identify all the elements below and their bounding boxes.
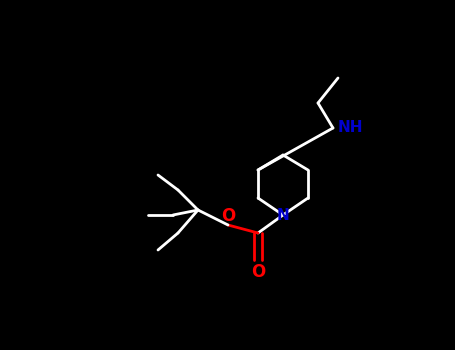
Text: NH: NH [338,120,364,135]
Text: N: N [277,208,289,223]
Text: O: O [221,207,235,225]
Text: O: O [251,263,265,281]
